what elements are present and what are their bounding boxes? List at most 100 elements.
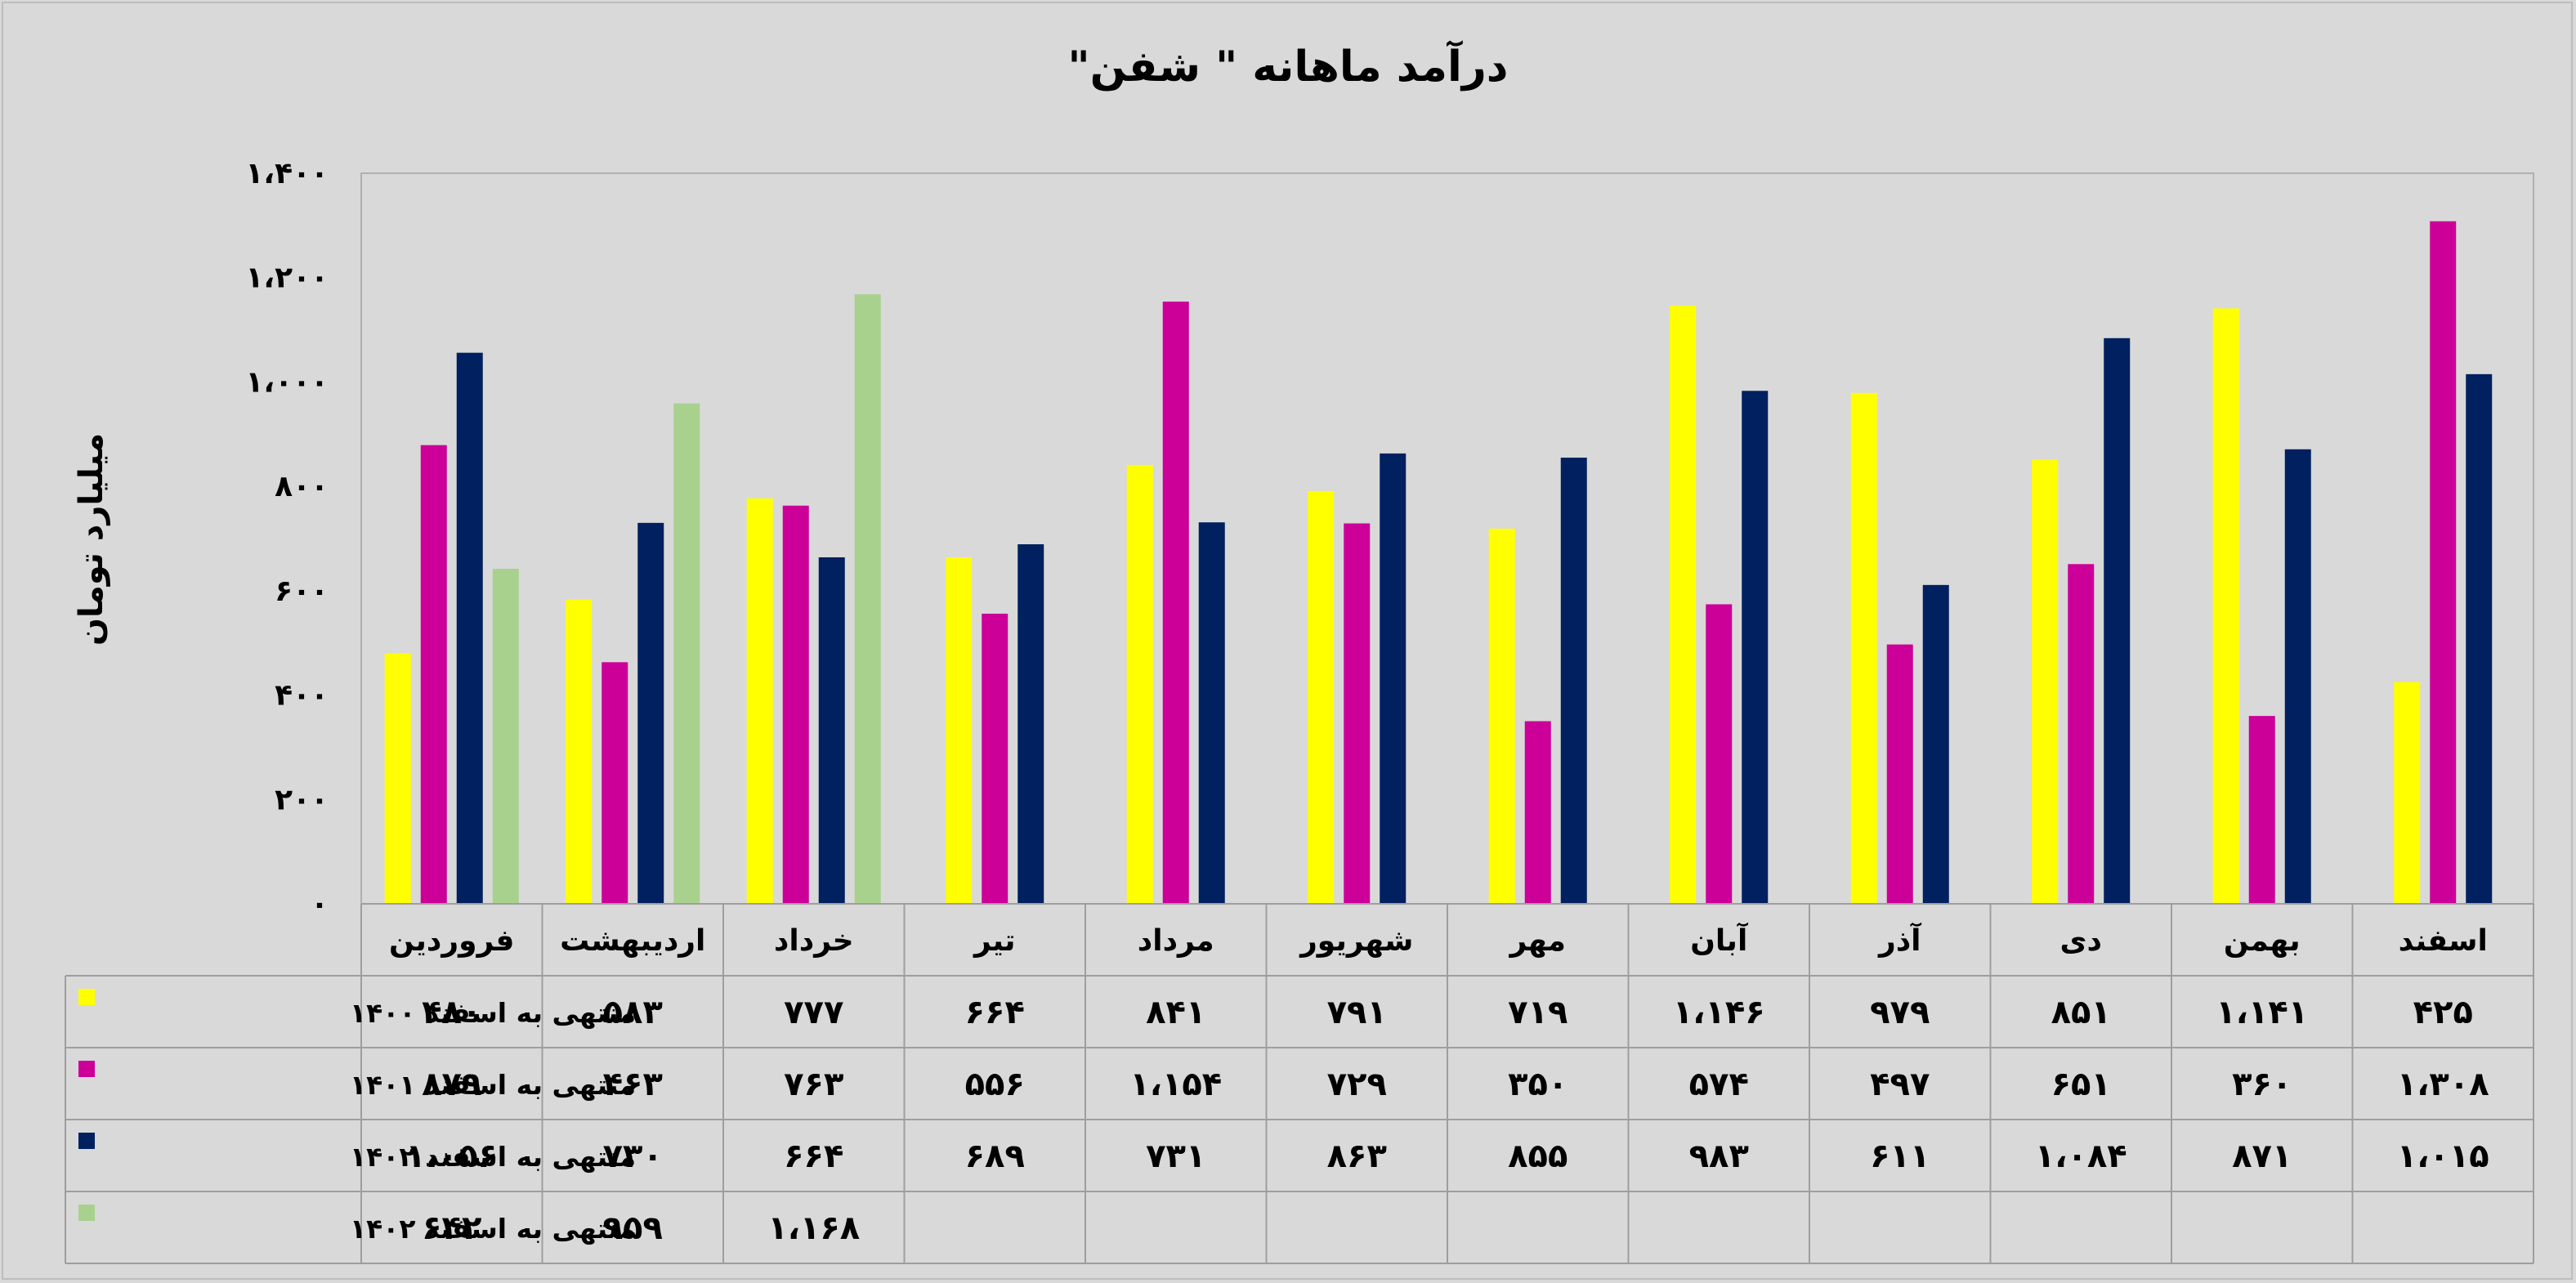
category-label: شهریور (1299, 924, 1413, 958)
data-label: ۶۶۴ (784, 1138, 843, 1175)
category-label: خرداد (774, 924, 854, 958)
bar (818, 557, 845, 904)
bar (2104, 338, 2131, 904)
data-label: ۱،۱۶۸ (767, 1209, 860, 1247)
bar (1922, 584, 1949, 904)
data-label: ۷۲۹ (1327, 1066, 1387, 1103)
legend-label: منتهی به اسفند ۱۴۰۲ (350, 1213, 636, 1245)
bar (2430, 221, 2457, 905)
data-label: ۱،۱۵۴ (1129, 1066, 1222, 1103)
bar (782, 505, 809, 904)
category-label: اردیبهشت (560, 924, 705, 958)
data-label: ۶۸۹ (965, 1138, 1025, 1175)
data-label: ۸۵۵ (1508, 1138, 1568, 1175)
category-label: مرداد (1138, 924, 1214, 958)
bar (2068, 564, 2095, 904)
data-label: ۶۵۱ (2051, 1066, 2111, 1103)
legend-swatch (78, 989, 95, 1005)
data-label: ۵۵۶ (965, 1066, 1025, 1103)
bar (2394, 682, 2421, 904)
data-label: ۸۵۱ (2051, 994, 2111, 1031)
legend-swatch (78, 1133, 95, 1149)
data-label: ۶۴۲ (422, 1209, 481, 1247)
data-label: ۱،۰۸۴ (2035, 1138, 2127, 1175)
category-label: آذر (1877, 922, 1922, 958)
data-label: ۹۵۹ (603, 1209, 663, 1247)
legend-label: منتهی به اسفند ۱۴۰۲ (350, 1141, 636, 1173)
data-label: ۷۱۹ (1508, 994, 1568, 1031)
legend-label: منتهی به اسفند ۱۴۰۰ (350, 997, 636, 1030)
data-label: ۶۶۴ (965, 994, 1025, 1031)
bar (673, 403, 700, 904)
bar (2284, 449, 2311, 904)
bar (2212, 308, 2239, 904)
y-tick-label: ۱،۲۰۰ (245, 262, 329, 295)
data-label: ۱،۱۴۶ (1673, 994, 1765, 1031)
y-tick-label: ۶۰۰ (275, 574, 329, 608)
category-label: بهمن (2224, 924, 2301, 958)
data-label: ۳۵۰ (1508, 1066, 1568, 1103)
bar (746, 498, 773, 904)
data-label: ۵۸۳ (603, 994, 663, 1031)
bar (1670, 306, 1697, 904)
legend-label: منتهی به اسفند ۱۴۰۱ (350, 1069, 636, 1102)
bar (384, 653, 411, 904)
y-tick-label: ۱،۴۰۰ (245, 157, 329, 190)
category-label: آبان (1690, 922, 1749, 958)
bar (982, 613, 1008, 904)
data-label: ۱،۰۵۶ (405, 1138, 498, 1175)
data-label: ۹۷۹ (1870, 994, 1930, 1031)
bar (1886, 644, 1913, 904)
data-label: ۹۸۳ (1689, 1138, 1749, 1175)
bar (1162, 302, 1189, 904)
data-label: ۴۲۵ (2413, 994, 2473, 1031)
chart-title: درآمد ماهانه " شفن" (1067, 42, 1509, 92)
bar (1706, 604, 1733, 904)
data-label: ۵۷۴ (1689, 1066, 1749, 1103)
bar (854, 294, 881, 904)
bar (566, 599, 593, 904)
bar (1017, 544, 1044, 904)
data-label: ۴۸۰ (422, 994, 481, 1031)
data-label: ۳۶۰ (2232, 1066, 2292, 1103)
data-label: ۷۶۳ (784, 1066, 843, 1103)
bar (1380, 453, 1407, 904)
bar (1344, 523, 1371, 904)
bar (1488, 528, 1515, 904)
data-label: ۱،۰۱۵ (2397, 1138, 2489, 1175)
category-label: دی (2060, 924, 2102, 958)
legend-swatch (78, 1205, 95, 1221)
data-label: ۴۶۳ (603, 1066, 663, 1103)
data-label: ۸۶۳ (1327, 1138, 1387, 1175)
category-label: فروردین (389, 924, 514, 958)
bar (1560, 458, 1587, 904)
category-label: مهر (1509, 924, 1566, 958)
y-tick-label: ۸۰۰ (275, 470, 329, 503)
data-label: ۸۷۱ (2232, 1138, 2292, 1175)
bar (1742, 391, 1769, 904)
data-label: ۸۷۹ (422, 1066, 481, 1103)
bar (2032, 459, 2059, 904)
data-label: ۶۱۱ (1870, 1138, 1930, 1175)
bar (456, 352, 483, 904)
bar (2248, 716, 2275, 904)
data-label: ۴۹۷ (1870, 1066, 1930, 1103)
bar (1308, 490, 1335, 904)
y-tick-label: ۰ (311, 887, 329, 921)
y-tick-label: ۱،۰۰۰ (245, 365, 329, 399)
y-tick-label: ۲۰۰ (275, 783, 329, 816)
legend-swatch (78, 1061, 95, 1077)
bar (637, 522, 664, 904)
data-label: ۷۹۱ (1327, 994, 1387, 1031)
category-label: اسفند (2399, 924, 2488, 958)
category-label: تیر (973, 924, 1016, 958)
data-label: ۱،۳۰۸ (2397, 1066, 2489, 1103)
bar (420, 445, 447, 904)
data-label: ۷۳۱ (1146, 1138, 1205, 1175)
data-label: ۱،۱۴۱ (2216, 994, 2308, 1031)
bar (1524, 721, 1551, 904)
bar (1126, 464, 1153, 904)
bar (1850, 392, 1877, 904)
bar (946, 557, 973, 904)
